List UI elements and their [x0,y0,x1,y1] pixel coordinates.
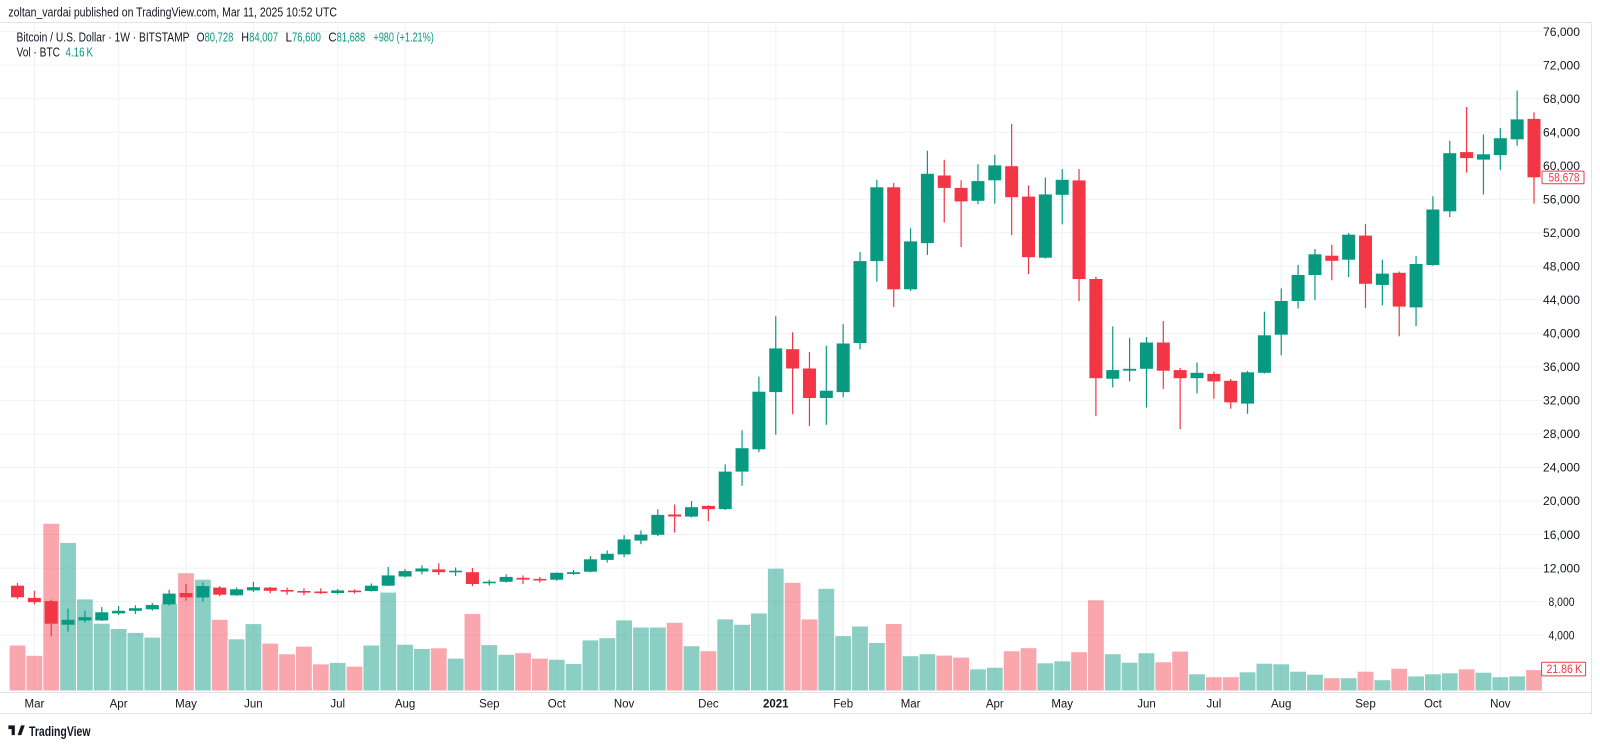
svg-text:21.86 K: 21.86 K [1547,664,1583,676]
svg-text:Dec: Dec [698,699,719,711]
svg-text:+980 (+1.21%): +980 (+1.21%) [373,30,433,44]
svg-text:Mar: Mar [901,699,921,711]
svg-text:4,000: 4,000 [1549,628,1575,642]
svg-text:52,000: 52,000 [1543,226,1580,240]
svg-text:76,600: 76,600 [292,30,321,44]
svg-text:56,000: 56,000 [1543,192,1580,206]
svg-text:Mar: Mar [24,699,44,711]
svg-text:H: H [241,30,249,44]
svg-text:68,000: 68,000 [1543,92,1580,106]
svg-text:36,000: 36,000 [1543,360,1580,374]
svg-text:Sep: Sep [479,699,499,711]
svg-text:May: May [175,699,197,711]
svg-text:May: May [1051,699,1073,711]
svg-text:O: O [197,30,205,44]
svg-text:20,000: 20,000 [1543,494,1580,508]
svg-text:8,000: 8,000 [1549,595,1575,609]
svg-text:58,678: 58,678 [1549,172,1580,184]
svg-text:80,728: 80,728 [205,30,234,44]
svg-text:Aug: Aug [395,699,415,711]
svg-text:Jul: Jul [1207,699,1222,711]
svg-text:28,000: 28,000 [1543,427,1580,441]
svg-text:Aug: Aug [1271,699,1291,711]
svg-text:Vol · BTC: Vol · BTC [17,46,61,60]
svg-text:76,000: 76,000 [1543,25,1580,39]
svg-text:12,000: 12,000 [1543,561,1580,575]
svg-text:zoltan_vardai published on Tra: zoltan_vardai published on TradingView.c… [8,5,337,19]
svg-text:Bitcoin / U.S. Dollar · 1W · B: Bitcoin / U.S. Dollar · 1W · BITSTAMP [17,30,190,44]
svg-text:Nov: Nov [1490,699,1511,711]
svg-text:Jun: Jun [1137,699,1156,711]
svg-text:Apr: Apr [986,699,1004,711]
svg-text:84,007: 84,007 [249,30,278,44]
svg-text:Apr: Apr [110,699,128,711]
svg-text:4.16 K: 4.16 K [66,46,94,60]
svg-text:Nov: Nov [614,699,635,711]
svg-text:TradingView: TradingView [29,723,91,739]
svg-text:L: L [286,30,293,44]
svg-text:64,000: 64,000 [1543,125,1580,139]
svg-text:Oct: Oct [1424,699,1443,711]
svg-text:81,688: 81,688 [337,30,366,44]
svg-text:Jun: Jun [244,699,263,711]
svg-text:Jul: Jul [330,699,345,711]
svg-text:C: C [328,30,336,44]
svg-text:40,000: 40,000 [1543,327,1580,341]
svg-text:16,000: 16,000 [1543,528,1580,542]
svg-text:48,000: 48,000 [1543,260,1580,274]
svg-text:32,000: 32,000 [1543,394,1580,408]
svg-text:Oct: Oct [548,699,567,711]
svg-text:60,000: 60,000 [1543,159,1580,173]
svg-text:Feb: Feb [833,699,853,711]
svg-text:72,000: 72,000 [1543,58,1580,72]
svg-text:Sep: Sep [1355,699,1375,711]
svg-text:44,000: 44,000 [1543,293,1580,307]
svg-text:24,000: 24,000 [1543,461,1580,475]
svg-text:2021: 2021 [763,699,789,711]
